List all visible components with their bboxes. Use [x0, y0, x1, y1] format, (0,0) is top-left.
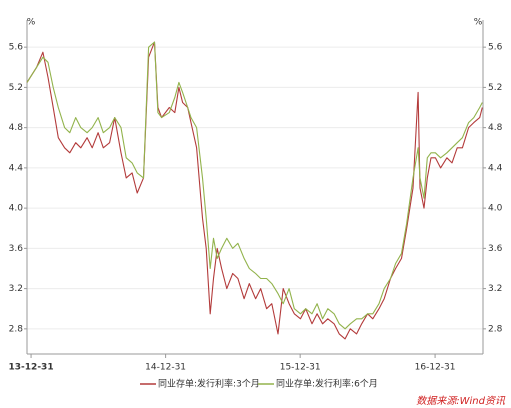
legend-label: 同业存单:发行利率:3个月 — [158, 378, 260, 390]
y-tick-label: 4.4 — [9, 163, 24, 173]
y2-tick-label: 2.8 — [488, 324, 503, 334]
x-tick-label: 15-12-31 — [280, 363, 321, 373]
y2-tick-label: 4.4 — [488, 163, 503, 173]
legend-label: 同业存单:发行利率:6个月 — [276, 378, 378, 390]
y2-tick-label: 4.8 — [488, 123, 503, 133]
series-line — [26, 41, 483, 330]
y2-tick-label: 3.6 — [488, 244, 503, 254]
y-tick-label: 4.8 — [9, 123, 24, 133]
y-tick-label: 5.6 — [9, 43, 24, 53]
y2-tick-label: 3.2 — [488, 284, 502, 294]
y-tick-label: 3.6 — [9, 244, 24, 254]
y2-tick-label: 5.6 — [488, 43, 503, 53]
y2-unit: % — [474, 18, 483, 28]
y-tick-label: 2.8 — [9, 324, 24, 334]
y2-tick-label: 4.0 — [488, 204, 503, 214]
y-tick-label: 5.2 — [9, 83, 23, 93]
x-tick-label: 14-12-31 — [145, 363, 186, 373]
x-tick-label: 16-12-31 — [415, 363, 456, 373]
y-tick-label: 4.0 — [9, 204, 24, 214]
y-tick-label: 3.2 — [9, 284, 23, 294]
y2-tick-label: 5.2 — [488, 83, 502, 93]
series-line — [26, 41, 483, 340]
x-tick-label: 13-12-31 — [9, 363, 54, 373]
source-note: 数据来源:Wind资讯 — [416, 395, 506, 407]
y-unit: % — [27, 18, 36, 28]
